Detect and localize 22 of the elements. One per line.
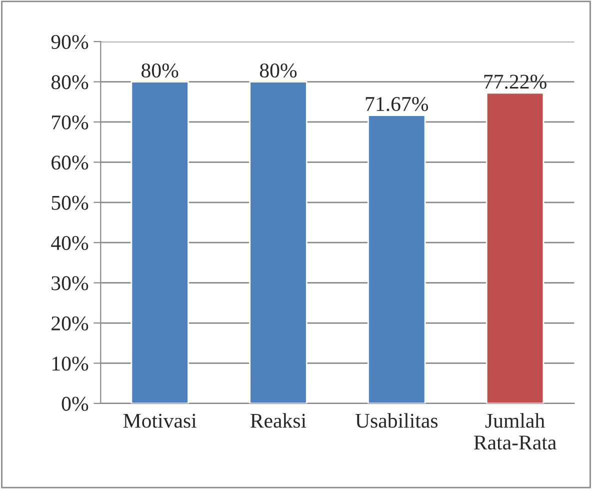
y-tick-label: 20% <box>52 316 88 331</box>
y-tick-label: 10% <box>52 356 88 371</box>
data-label: 77.22% <box>484 74 546 89</box>
x-tick-label: Jumlah Rata-Rata <box>474 413 556 450</box>
bar <box>486 92 544 404</box>
y-tick-label: 40% <box>51 236 88 250</box>
data-label: 80% <box>260 63 297 78</box>
y-tick-label: 30% <box>52 276 88 290</box>
y-tick-label: 80% <box>51 75 88 90</box>
y-tick-label: 0% <box>62 396 88 411</box>
data-label: 71.67% <box>366 96 428 112</box>
bar <box>130 81 189 404</box>
y-tick-label: 60% <box>52 156 88 170</box>
x-tick-label: Usabilitas <box>355 413 438 428</box>
x-tick-label: Reaksi <box>250 413 306 428</box>
bar <box>249 81 308 404</box>
data-label: 80% <box>142 63 178 78</box>
x-tick-label: Motivasi <box>123 414 196 428</box>
y-tick-label: 50% <box>52 196 88 210</box>
bar <box>368 114 426 404</box>
y-tick-label: 70% <box>52 115 88 130</box>
y-tick-label: 90% <box>51 34 88 50</box>
